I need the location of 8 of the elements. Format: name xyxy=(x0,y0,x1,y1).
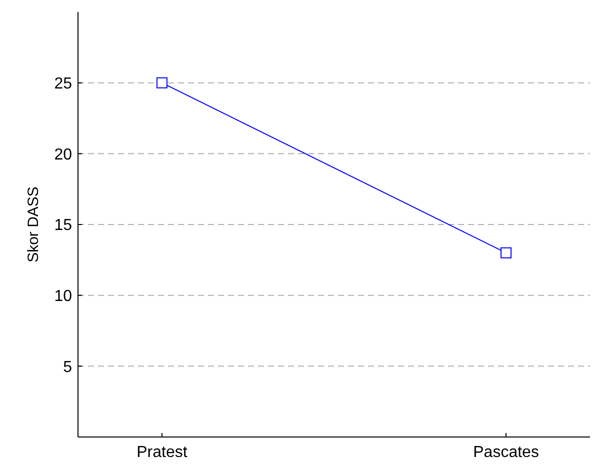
y-tick-label: 10 xyxy=(54,288,72,305)
y-tick-label: 20 xyxy=(54,146,72,164)
y-tick-label: 15 xyxy=(54,217,72,234)
y-tick-label: 5 xyxy=(63,358,72,376)
x-tick-label: Pratest xyxy=(136,444,188,461)
y-axis-title: Skor DASS xyxy=(25,186,42,262)
x-tick-label: Pascates xyxy=(473,444,539,461)
y-tick-label: 25 xyxy=(54,75,72,92)
